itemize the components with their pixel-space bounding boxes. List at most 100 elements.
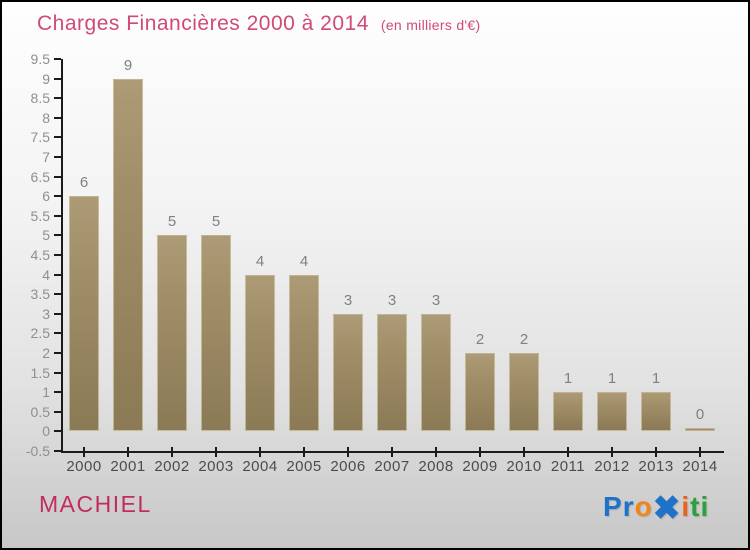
x-axis-tick	[523, 447, 525, 457]
y-axis-tick-label: 0	[42, 423, 50, 440]
y-axis-tick-label: 9.5	[30, 51, 50, 67]
chart-title: Charges Financières 2000 à 2014	[37, 12, 369, 35]
y-axis-tick	[54, 136, 61, 139]
bar	[157, 235, 187, 432]
bar-value-label: 4	[255, 252, 265, 270]
bar-value-label: 6	[79, 174, 89, 192]
y-axis-tick	[54, 312, 61, 315]
bar	[113, 78, 143, 432]
bar-chart: 9.5 9 8.5 8 7.5 7 6.5 6 5.5 5 4.5 4 3.5 3 2.5 2 1.5 1 0.5 0…	[2, 2, 748, 482]
y-axis-tick	[54, 77, 61, 80]
y-axis-tick-label: 4	[42, 266, 50, 283]
x-axis-tick	[259, 447, 261, 457]
x-axis-tick	[127, 447, 129, 457]
x-axis-label: 2007	[374, 458, 410, 475]
y-axis-tick-label: 0.5	[30, 403, 50, 420]
title-row: Charges Financières 2000 à 2014 (en milli…	[37, 12, 480, 36]
y-axis-tick	[54, 293, 61, 296]
y-axis-tick	[54, 273, 61, 276]
y-axis-tick-label: 3.5	[30, 286, 50, 303]
y-axis-line	[61, 59, 63, 453]
y-axis-tick-label: 8.5	[30, 90, 50, 107]
logo-letter: i	[681, 491, 691, 522]
y-axis-tick-label: 1.5	[30, 364, 50, 381]
chart-subtitle: (en milliers d'€)	[380, 17, 481, 33]
y-axis-tick	[54, 391, 61, 394]
x-axis-tick	[347, 447, 349, 457]
bar-value-label: 2	[519, 331, 529, 348]
y-axis-tick	[54, 450, 61, 452]
y-axis-tick	[54, 234, 61, 237]
y-axis-tick	[54, 58, 61, 60]
x-axis-label: 2009	[462, 458, 498, 475]
bar	[245, 274, 275, 432]
logo-letter: o	[634, 491, 653, 522]
y-axis-tick-label: 6	[42, 188, 50, 205]
x-axis-label: 2008	[418, 458, 454, 475]
x-axis-label: 2011	[550, 458, 586, 475]
bar-value-label: 1	[563, 370, 573, 388]
y-axis-tick-label: 4.5	[30, 247, 50, 263]
x-axis-label: 2014	[682, 458, 718, 475]
bar	[465, 353, 495, 432]
logo-letter: i	[700, 491, 710, 522]
logo-letter: t	[690, 491, 701, 522]
x-axis-tick	[83, 447, 85, 457]
x-axis-tick	[303, 447, 305, 457]
bar	[333, 313, 363, 432]
bar-value-label: 9	[123, 56, 133, 74]
proxiti-logo: Pro✖iti	[603, 488, 709, 527]
company-name: MACHIEL	[39, 491, 152, 517]
x-axis-label: 2013	[638, 458, 674, 475]
bar-value-label: 3	[343, 291, 353, 309]
logo-letter: r	[622, 491, 635, 522]
y-axis-tick	[54, 371, 61, 374]
bar	[289, 274, 319, 432]
y-axis-tick	[54, 195, 61, 198]
bar-value-label: 4	[299, 252, 309, 270]
logo-letter: ✖	[652, 489, 682, 526]
x-axis-tick	[215, 447, 217, 457]
bar-value-label: 1	[607, 370, 617, 388]
bar-value-label: 5	[167, 213, 177, 231]
x-axis-label: 2002	[154, 458, 190, 475]
x-axis-label: 2004	[242, 458, 278, 475]
bar	[597, 392, 627, 432]
x-axis-label: 2010	[506, 458, 542, 475]
bar	[685, 428, 715, 432]
x-axis-tick	[699, 447, 701, 457]
bar-value-label: 1	[651, 370, 661, 388]
y-axis-tick	[54, 214, 61, 217]
y-axis-tick-label: 1	[42, 384, 50, 401]
x-axis-tick	[479, 447, 481, 457]
bar-value-label: 2	[475, 331, 485, 348]
y-axis-tick-label: 6.5	[30, 168, 50, 185]
bar-value-label: 3	[387, 291, 397, 309]
x-axis-tick	[171, 447, 173, 457]
y-axis-tick	[54, 156, 61, 158]
x-axis-tick	[435, 447, 437, 457]
bar-value-label: 5	[211, 213, 221, 231]
y-axis-tick	[54, 175, 61, 178]
x-axis-tick	[655, 447, 657, 457]
y-axis-tick-label: 5	[42, 227, 50, 244]
bar	[201, 235, 231, 432]
bar	[509, 353, 539, 432]
y-axis-tick-label: -0.5	[25, 443, 50, 459]
x-axis-label: 2001	[110, 458, 146, 475]
bar	[377, 313, 407, 432]
bar	[553, 392, 583, 432]
y-axis-tick	[54, 254, 61, 256]
x-axis-tick	[611, 447, 613, 457]
x-axis-tick	[567, 447, 569, 457]
bar-value-label: 3	[431, 291, 441, 309]
y-axis-tick	[54, 410, 61, 413]
x-axis-label: 2003	[198, 458, 234, 475]
y-axis-tick	[54, 332, 61, 335]
y-axis-tick-label: 9	[42, 70, 50, 87]
x-axis-label: 2012	[594, 458, 630, 475]
x-axis-label: 2006	[330, 458, 366, 475]
y-axis-tick-label: 8	[42, 109, 50, 126]
bar	[69, 196, 99, 432]
y-axis-tick-label: 7.5	[30, 129, 50, 146]
